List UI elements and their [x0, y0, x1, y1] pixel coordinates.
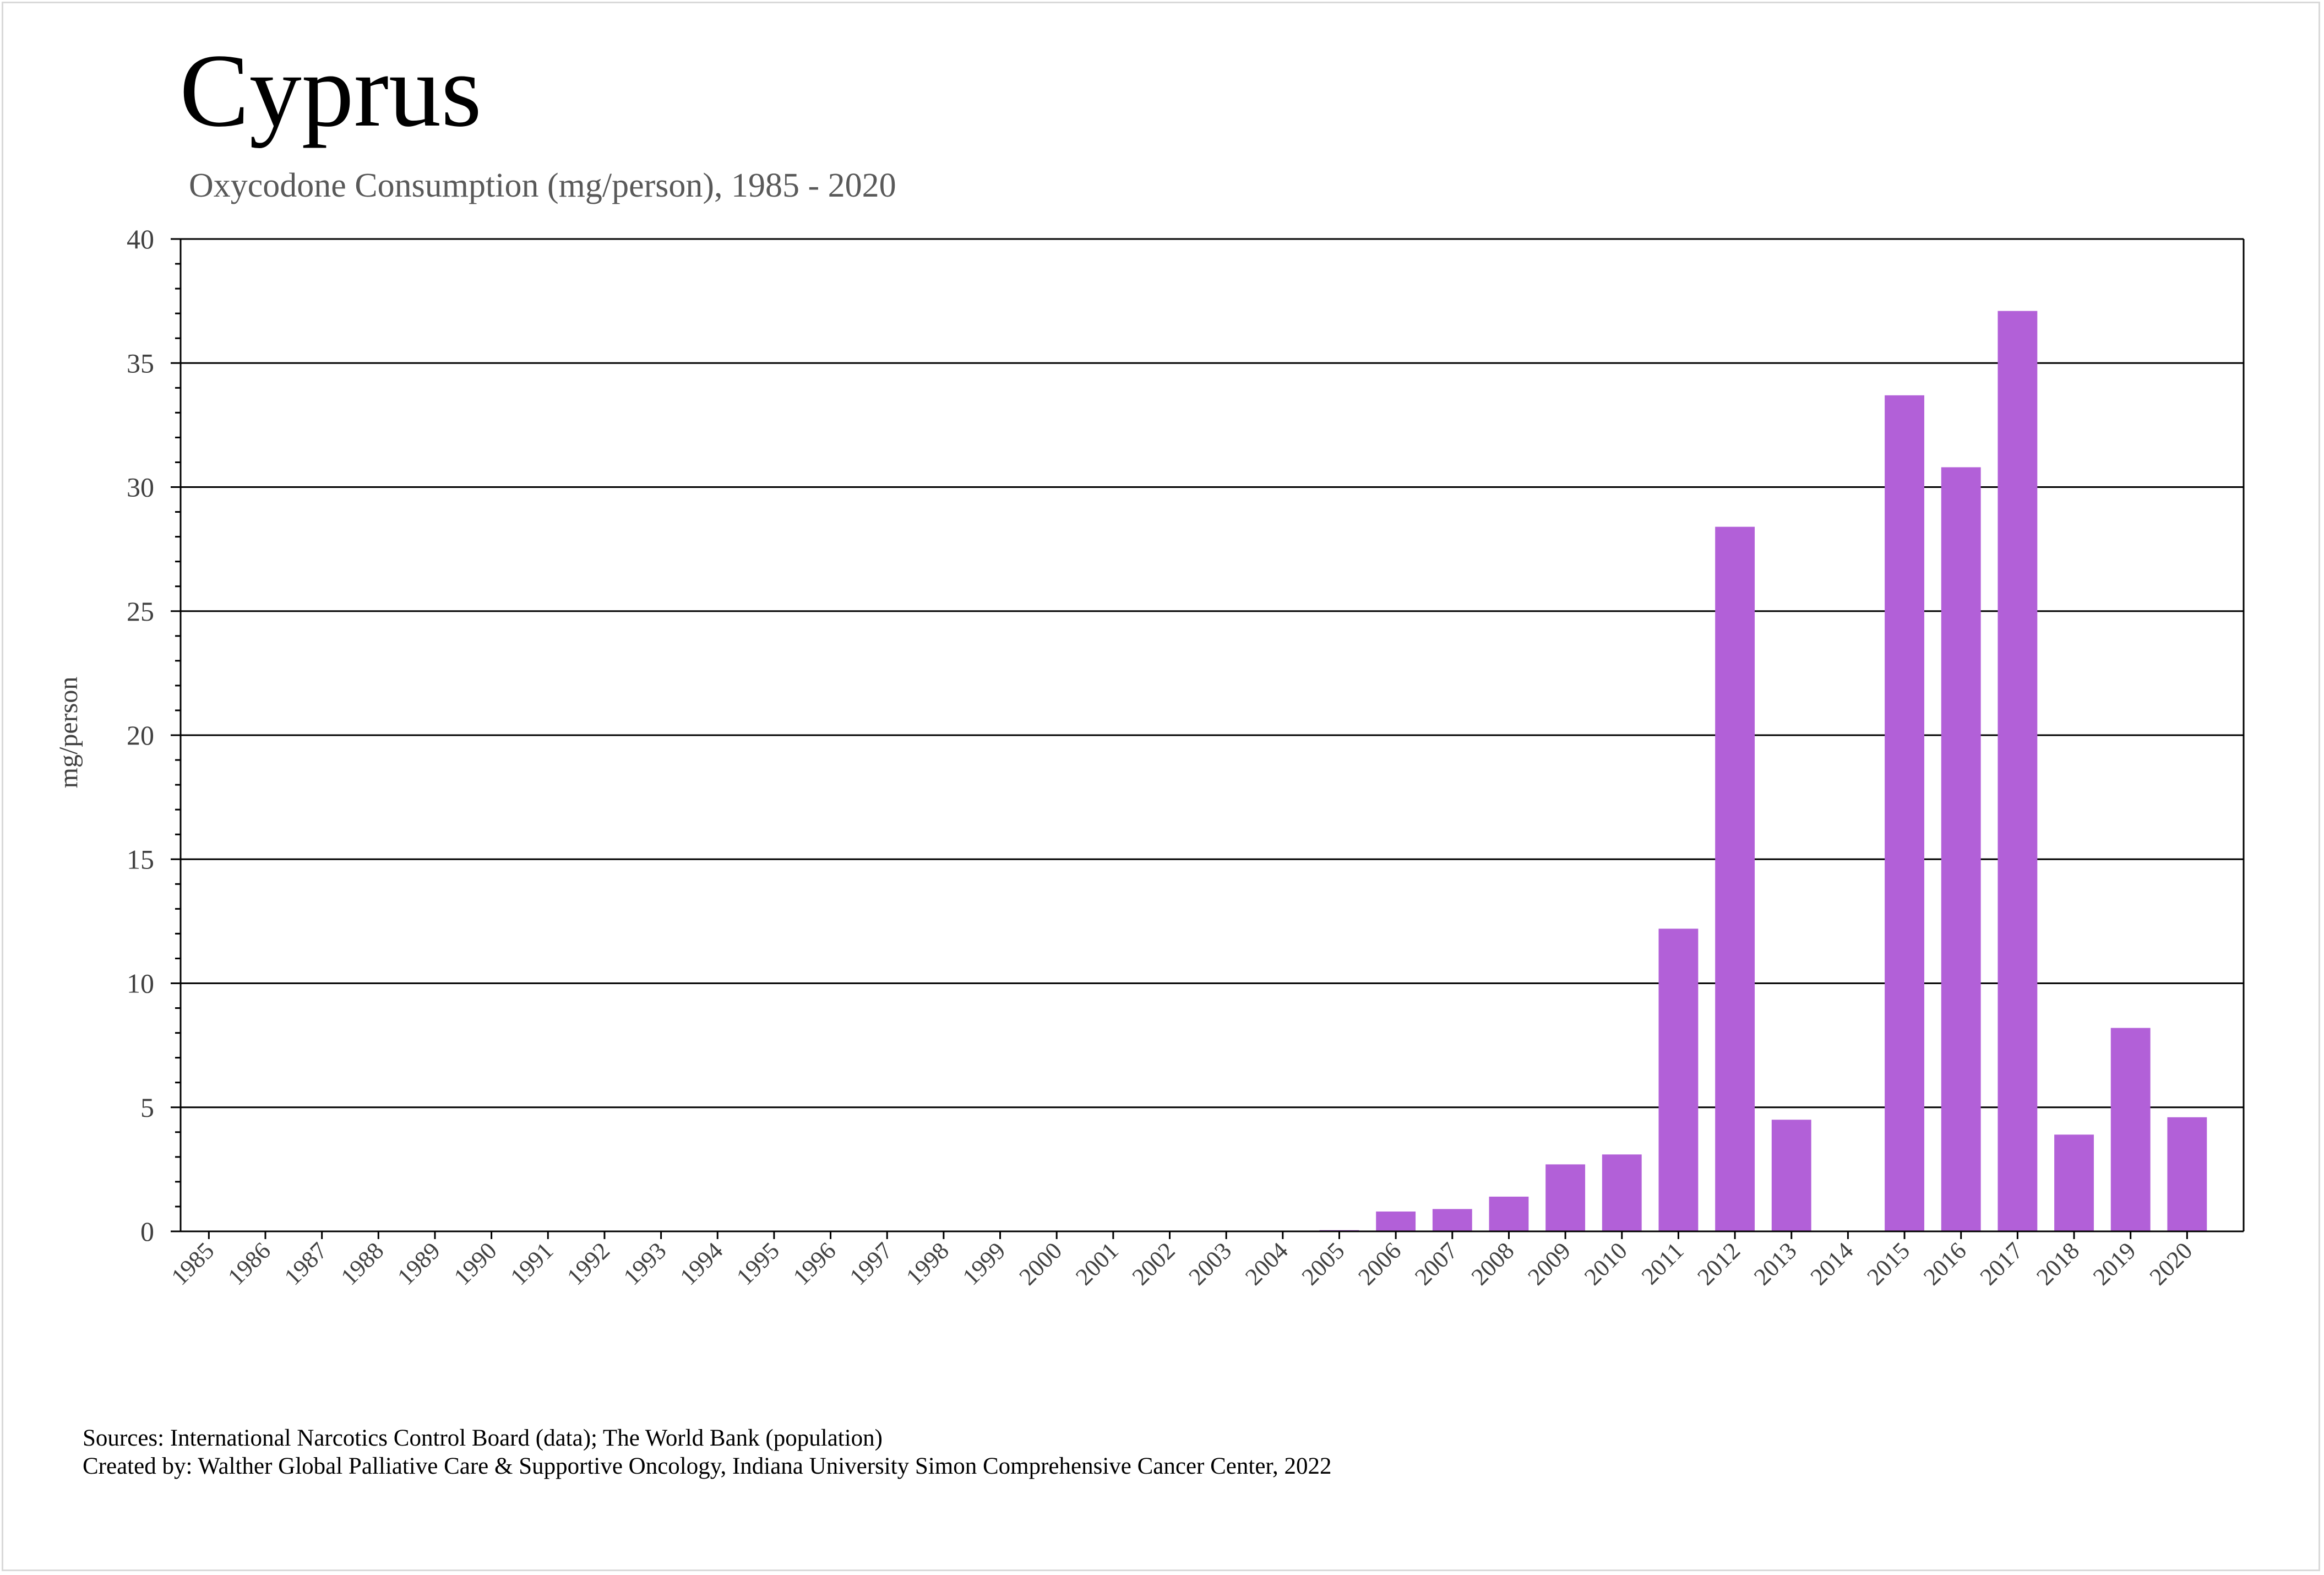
bar-2010 [1602, 1154, 1642, 1231]
x-tick-label: 2009 [1522, 1237, 1576, 1290]
bar-2015 [1885, 395, 1924, 1232]
y-tick-label: 0 [140, 1216, 154, 1247]
bars [1319, 311, 2207, 1232]
x-tick-label: 2010 [1579, 1237, 1632, 1290]
x-tick-label: 2012 [1692, 1237, 1745, 1290]
x-tick-label: 1988 [335, 1237, 389, 1290]
y-tick-label: 10 [127, 968, 154, 999]
footer-sources: Sources: International Narcotics Control… [83, 1425, 883, 1451]
bar-2009 [1545, 1164, 1586, 1231]
x-tick-label: 2011 [1636, 1237, 1689, 1290]
x-tick-label: 2001 [1070, 1237, 1124, 1290]
x-tick-label: 2020 [2145, 1237, 2198, 1290]
x-tick-label: 2014 [1805, 1237, 1859, 1290]
y-tick-label: 5 [140, 1092, 154, 1123]
x-tick-label: 2005 [1297, 1237, 1350, 1290]
x-tick-label: 2006 [1353, 1237, 1406, 1290]
x-tick-label: 1998 [901, 1237, 954, 1290]
x-tick-label: 1993 [618, 1237, 672, 1290]
x-tick-label: 1987 [279, 1237, 333, 1290]
y-tick-labels: 0 5 10 15 20 25 30 35 40 [127, 224, 154, 1247]
bar-2020 [2167, 1117, 2207, 1231]
bar-2007 [1432, 1209, 1472, 1231]
y-tick-label: 15 [127, 844, 154, 875]
x-tick-label: 2000 [1014, 1237, 1067, 1290]
y-tick-label: 30 [127, 472, 154, 503]
x-tick-label: 2002 [1127, 1237, 1180, 1290]
bar-2013 [1771, 1120, 1811, 1231]
x-tick-label: 1990 [449, 1237, 502, 1290]
x-tick-label: 2004 [1240, 1237, 1293, 1290]
bar-2016 [1941, 467, 1981, 1232]
bar-2019 [2110, 1028, 2151, 1231]
chart-title: Cyprus [179, 33, 482, 149]
x-tick-label: 1994 [674, 1237, 728, 1290]
gridlines [181, 362, 2244, 1109]
x-tick-label: 2015 [1862, 1237, 1915, 1290]
x-tick-label: 2019 [2088, 1237, 2141, 1290]
x-tick-label: 2013 [1749, 1237, 1802, 1290]
x-tick-label: 1989 [392, 1237, 445, 1290]
x-tick-labels: 1985 1986 1987 1988 1989 1990 1991 1992 1993 1994… [166, 1237, 2198, 1290]
footer-created-by: Created by: Walther Global Palliative Ca… [83, 1453, 1332, 1479]
bar-2006 [1376, 1211, 1416, 1231]
y-tick-label: 35 [127, 347, 154, 378]
x-tick-label: 2018 [2031, 1237, 2084, 1290]
y-tick-label: 20 [127, 720, 154, 751]
y-tick-label: 25 [127, 596, 154, 627]
x-tick-label: 2003 [1183, 1237, 1237, 1290]
axes: mg/person [54, 238, 2245, 1239]
x-tick-label: 2016 [1918, 1237, 1972, 1290]
x-tick-label: 1999 [957, 1237, 1011, 1290]
bar-2012 [1715, 526, 1755, 1231]
x-tick-label: 2017 [1975, 1237, 2028, 1290]
x-tick-label: 1985 [166, 1237, 220, 1290]
bar-2018 [2054, 1134, 2094, 1231]
y-axis-label: mg/person [54, 677, 83, 789]
x-tick-label: 2008 [1466, 1237, 1520, 1290]
chart-subtitle: Oxycodone Consumption (mg/person), 1985 … [189, 167, 896, 204]
bar-2008 [1489, 1196, 1529, 1231]
x-tick-label: 1996 [788, 1237, 841, 1290]
y-tick-label: 40 [127, 224, 154, 254]
x-tick-label: 1995 [731, 1237, 785, 1290]
x-tick-label: 2007 [1409, 1237, 1463, 1290]
x-tick-label: 1992 [562, 1237, 615, 1290]
x-tick-label: 1991 [505, 1237, 558, 1290]
bar-2017 [1998, 311, 2038, 1231]
x-tick-label: 1986 [222, 1237, 276, 1290]
x-tick-label: 1997 [844, 1237, 897, 1290]
bar-2011 [1658, 928, 1699, 1231]
